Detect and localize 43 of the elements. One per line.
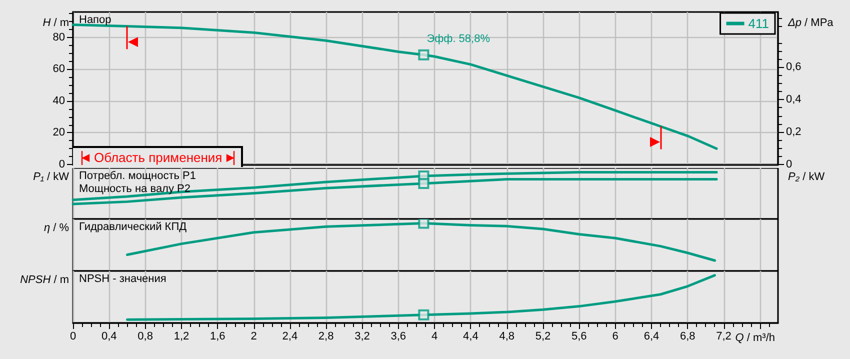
annotation: NPSH - значения (79, 273, 166, 286)
annotation: Гидравлический КПД (79, 221, 187, 234)
x-tick-label: 1,2 (174, 330, 190, 342)
annotation: Эфф. 58,8% (426, 32, 490, 46)
y2-axis-title: P₂ / kW (788, 171, 825, 184)
x-tick-label: 7,2 (716, 330, 732, 342)
label-box: Область применения (73, 146, 244, 167)
y2-tick-label: 0,2 (786, 126, 802, 138)
y-axis-title: η / % (44, 222, 69, 235)
x-tick-label: 2,8 (318, 330, 334, 342)
y-tick-label: 60 (52, 63, 65, 76)
y-tick-label: 80 (52, 31, 65, 44)
y-axis-title: P₁ / kW (33, 171, 69, 184)
x-tick-label: 5,6 (572, 330, 587, 342)
y-tick-label: 40 (52, 94, 65, 107)
x-tick-label: 6,8 (680, 330, 696, 342)
y-axis-title: NPSH / m (20, 274, 69, 287)
x-tick-label: 0 (70, 330, 76, 342)
annotation: Потребл. мощность P1 (79, 170, 196, 183)
x-tick-label: 0,4 (102, 330, 117, 342)
annotation: Напор (79, 14, 112, 27)
x-tick-label: 2,4 (282, 330, 298, 342)
y2-axis-title: Δp / MPa (788, 17, 834, 30)
y2-tick-label: 0,6 (786, 61, 802, 74)
y-tick-label: 0 (58, 158, 65, 170)
x-tick-label: 4,4 (463, 330, 478, 342)
x-tick-label: 4 (431, 330, 438, 342)
y-axis-title: H / m (42, 17, 69, 30)
x-tick-label: 3,6 (390, 330, 406, 342)
y2-tick-label: 0 (786, 158, 792, 170)
legend-label: 411 (748, 16, 770, 31)
y-tick-label: 20 (52, 126, 65, 139)
annotation: Область применения (94, 150, 222, 165)
x-tick-label: 6,4 (644, 330, 660, 342)
x-tick-label: 1,6 (210, 330, 226, 342)
y2-tick-label: 0,4 (786, 94, 802, 106)
x-tick-label: 6 (612, 330, 618, 342)
x-tick-label: 0,8 (138, 330, 153, 342)
x-tick-label: 4,8 (499, 330, 514, 342)
x-tick-label: 2 (250, 330, 257, 342)
x-tick-label: 5,2 (535, 330, 551, 342)
x-tick-label: 3,2 (354, 330, 370, 342)
x-axis-title: Q / m³/h (735, 332, 775, 345)
